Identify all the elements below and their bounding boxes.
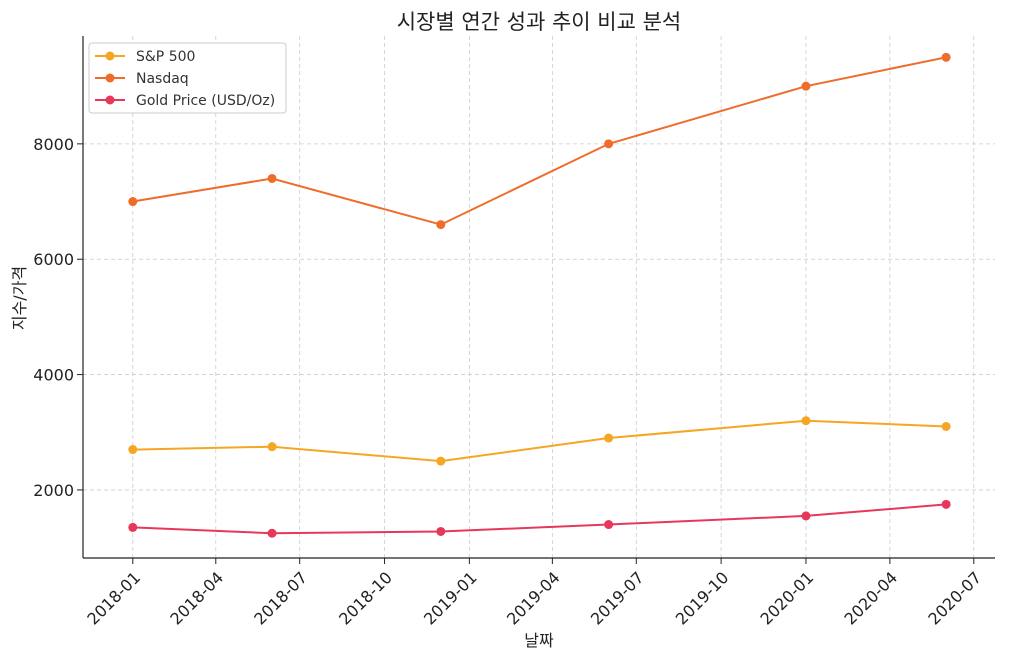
data-point [128,522,138,532]
x-tick-label: 2020-01 [757,568,818,629]
data-point [436,526,446,536]
data-point [604,139,614,149]
legend-item: S&P 500 [95,49,195,65]
y-axis-label: 지수/가격 [10,266,29,330]
data-point [128,445,138,455]
x-tick-label: 2020-04 [840,568,901,629]
axes [82,36,995,559]
data-point [267,442,277,452]
y-tick-label: 8000 [33,135,74,154]
x-axis-ticks: 2018-01 2018-04 2018-07 2018-10 2019-01 2019-… [83,558,985,629]
legend-box [88,42,287,114]
legend-marker [105,51,115,61]
y-tick-label: 6000 [33,250,74,269]
data-point [941,499,951,509]
x-tick-label: 2019-07 [587,568,648,629]
data-point [801,511,811,521]
y-tick-label: 4000 [33,366,74,385]
data-point [267,528,277,538]
data-point [604,433,614,443]
data-point [436,456,446,466]
legend: S&P 500 Nasdaq Gold Price (USD/Oz) [88,42,287,114]
x-tick-label: 2018-10 [335,568,396,629]
data-point [941,421,951,431]
data-point [801,416,811,426]
x-axis-label: 날짜 [524,631,554,650]
series-layer [128,52,951,538]
y-axis-ticks: 2000 4000 6000 8000 [33,135,83,500]
x-tick-label: 2018-01 [83,568,144,629]
legend-marker [105,95,115,105]
grid [83,36,995,558]
x-tick-label: 2018-04 [166,568,227,629]
legend-marker [105,73,115,83]
series-line [132,56,947,226]
data-point [267,173,277,183]
data-point [801,81,811,91]
data-point [604,520,614,530]
y-tick-label: 2000 [33,481,74,500]
series-1 [128,52,951,230]
data-point [128,197,138,207]
data-point [941,52,951,62]
data-point [436,220,446,230]
series-0 [128,416,951,466]
chart-title: 시장별 연간 성과 추이 비교 분석 [397,10,682,34]
legend-item: Nasdaq [95,71,189,87]
x-tick-label: 2019-10 [672,568,733,629]
series-2 [128,499,951,538]
legend-label: S&P 500 [136,49,195,65]
x-tick-label: 2018-07 [250,568,311,629]
legend-label: Nasdaq [136,71,189,87]
legend-label: Gold Price (USD/Oz) [136,93,275,109]
series-line [132,419,947,463]
series-line [132,503,947,535]
legend-item: Gold Price (USD/Oz) [95,93,275,109]
x-tick-label: 2020-07 [924,568,985,629]
x-tick-label: 2019-04 [503,568,564,629]
x-tick-label: 2019-01 [420,568,481,629]
